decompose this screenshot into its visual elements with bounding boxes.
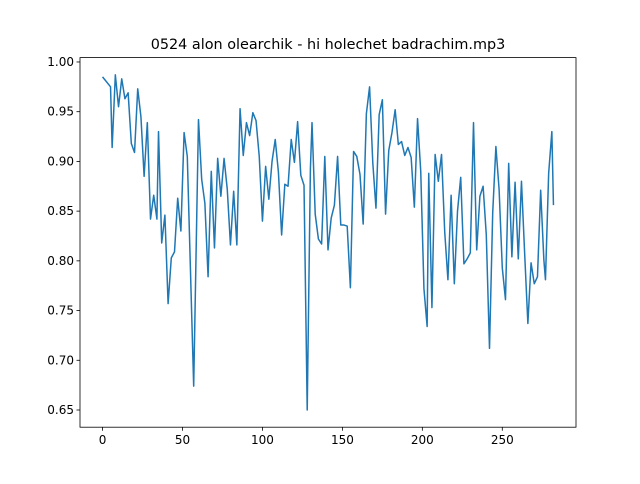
y-tick-label: 0.95	[47, 105, 74, 119]
plot-frame	[79, 57, 577, 428]
x-tick-label: 150	[331, 433, 354, 447]
y-tick-label: 0.85	[47, 204, 74, 218]
y-tick-label: 0.70	[47, 353, 74, 367]
x-tick-label: 100	[251, 433, 274, 447]
x-tick-label: 0	[99, 433, 107, 447]
y-tick-label: 1.00	[47, 55, 74, 69]
y-tick-label: 0.65	[47, 403, 74, 417]
line	[101, 74, 555, 411]
y-tick-label: 0.75	[47, 304, 74, 318]
x-tick-label: 50	[175, 433, 190, 447]
y-tick-label: 0.80	[47, 254, 74, 268]
y-tick-label: 0.90	[47, 154, 74, 168]
x-tick-label: 250	[491, 433, 514, 447]
x-tick-label: 200	[411, 433, 434, 447]
chart-title: 0524 alon olearchik - hi holechet badrac…	[151, 37, 506, 53]
